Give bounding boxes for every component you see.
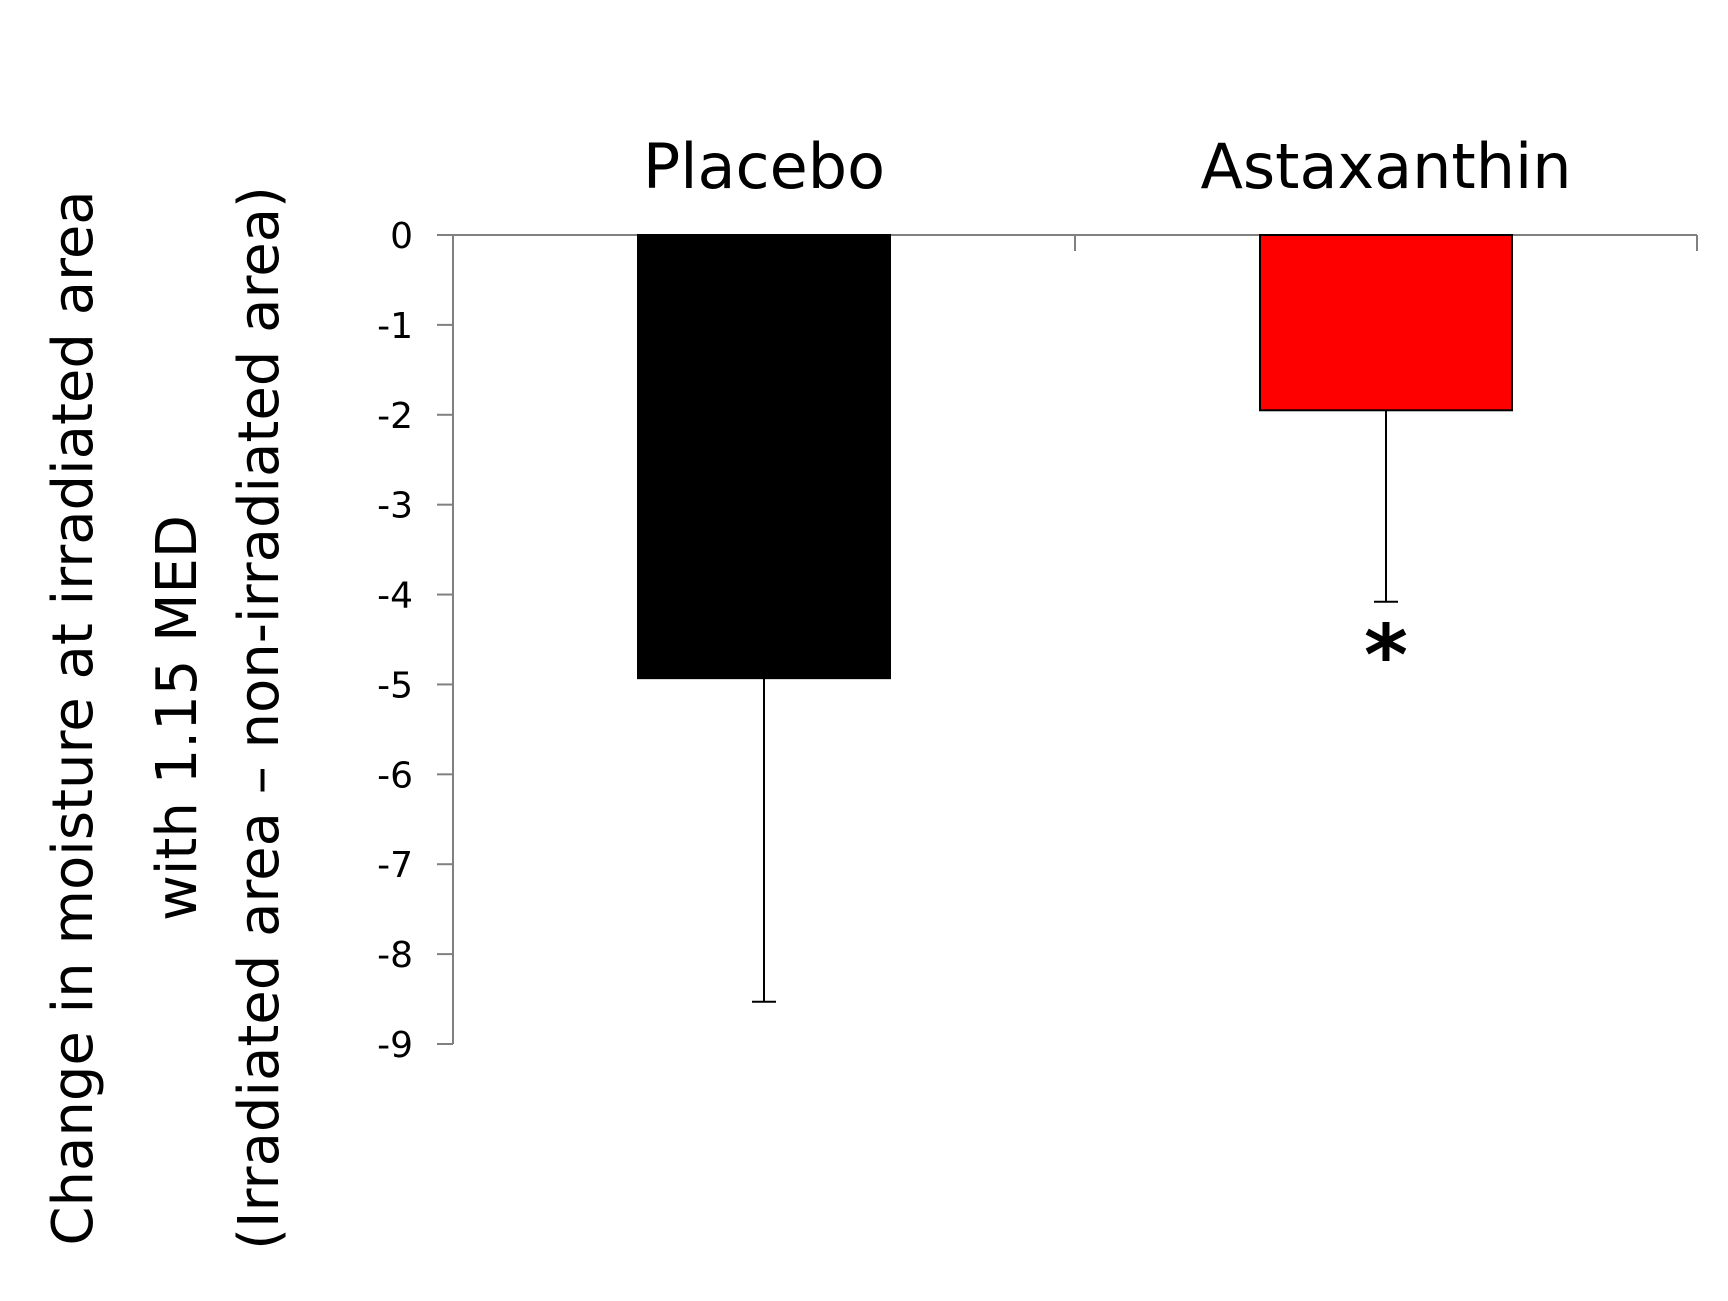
y-tick-label: -6 (377, 755, 413, 796)
y-axis-title-line: Change in moisture at irradiated area (41, 190, 106, 1245)
y-tick-label: -2 (377, 396, 413, 437)
error-bars (752, 410, 1398, 1003)
bars (637, 234, 1513, 680)
y-tick-label: -3 (377, 486, 413, 527)
y-tick-label: -9 (377, 1025, 413, 1066)
significance-marker: * (1364, 607, 1408, 705)
y-axis-title: Change in moisture at irradiated area wit… (41, 186, 292, 1250)
y-axis-title-line: (Irradiated area – non-irradiated area) (227, 186, 292, 1250)
annotations: * (1364, 607, 1408, 705)
y-axis-title-line: with 1.15 MED (145, 515, 210, 921)
y-tick-label: -4 (377, 576, 413, 617)
bar-astaxanthin (1259, 234, 1513, 412)
y-axis: 0 -1 -2 -3 -4 -5 -6 -7 -8 -9 (377, 216, 454, 1066)
bar-placebo (637, 234, 891, 680)
y-tick-label: 0 (390, 216, 413, 257)
x-axis: Placebo Astaxanthin (453, 130, 1698, 251)
y-tick-label: -5 (377, 665, 413, 706)
category-label: Astaxanthin (1200, 130, 1571, 203)
y-tick-label: -7 (377, 845, 413, 886)
y-tick-label: -1 (377, 306, 413, 347)
y-tick-label: -8 (377, 935, 413, 976)
category-label: Placebo (643, 130, 885, 203)
